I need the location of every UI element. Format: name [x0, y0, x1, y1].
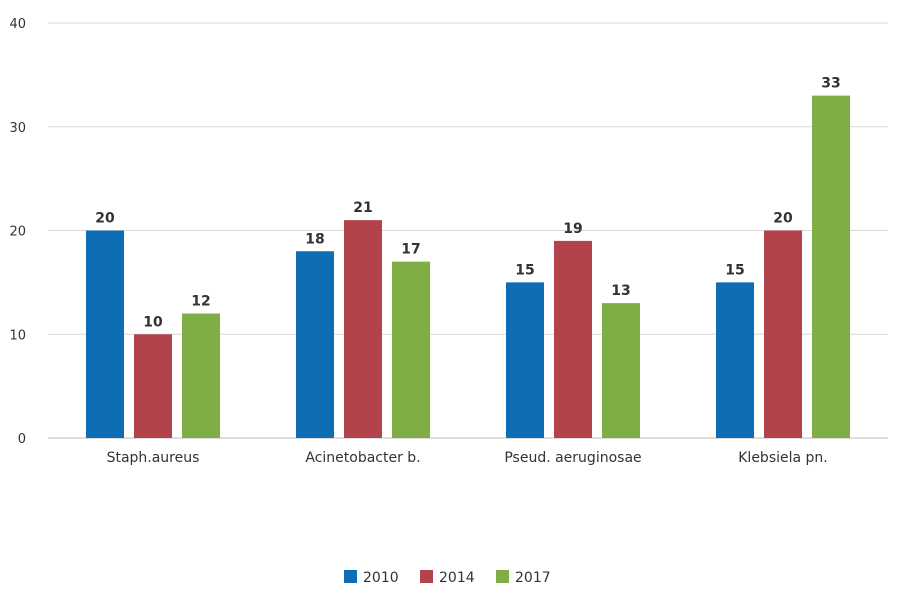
- data-label: 17: [401, 242, 420, 258]
- bar-2017-4: [812, 95, 850, 438]
- legend-swatch: [496, 570, 509, 583]
- bar-2014-3: [554, 240, 592, 438]
- data-label: 19: [563, 221, 582, 237]
- gridlines: [48, 22, 888, 439]
- bar-2010-1: [86, 230, 124, 438]
- legend-label: 2014: [439, 570, 475, 586]
- data-labels: 20 10 12 18 21 17 15 19 13 15 20 33: [95, 76, 840, 331]
- legend-swatch: [420, 570, 433, 583]
- bar-2017-1: [182, 313, 220, 438]
- bar-2014-4: [764, 230, 802, 438]
- bar-2017-2: [392, 261, 430, 438]
- category-label: Klebsiela pn.: [738, 450, 828, 466]
- bar-2017-3: [602, 303, 640, 438]
- y-tick-label: 10: [9, 328, 26, 343]
- y-tick-label: 40: [9, 17, 26, 32]
- data-label: 15: [515, 262, 534, 278]
- legend-label: 2017: [515, 570, 551, 586]
- bar-2010-4: [716, 282, 754, 438]
- data-label: 20: [95, 211, 115, 227]
- y-axis: 0 10 20 30 40: [9, 17, 26, 447]
- legend-swatch: [344, 570, 357, 583]
- data-label: 13: [611, 283, 630, 299]
- data-label: 10: [143, 314, 163, 330]
- legend-label: 2010: [363, 570, 399, 586]
- category-label: Staph.aureus: [107, 450, 200, 466]
- bar-2010-2: [296, 251, 334, 438]
- bars: [86, 95, 850, 438]
- data-label: 20: [773, 211, 793, 227]
- category-label: Acinetobacter b.: [305, 450, 420, 466]
- data-label: 21: [353, 200, 372, 216]
- y-tick-label: 20: [9, 225, 26, 240]
- y-tick-label: 0: [18, 432, 26, 447]
- category-label: Pseud. aeruginosae: [504, 450, 641, 466]
- data-label: 33: [821, 76, 840, 92]
- legend: 2010 2014 2017: [344, 570, 551, 586]
- bar-2010-3: [506, 282, 544, 438]
- bar-2014-1: [134, 334, 172, 438]
- data-label: 15: [725, 262, 744, 278]
- x-axis: Staph.aureus Acinetobacter b. Pseud. aerug…: [107, 450, 828, 466]
- data-label: 12: [191, 294, 210, 310]
- y-tick-label: 30: [9, 121, 26, 136]
- bar-2014-2: [344, 220, 382, 438]
- data-label: 18: [305, 231, 324, 247]
